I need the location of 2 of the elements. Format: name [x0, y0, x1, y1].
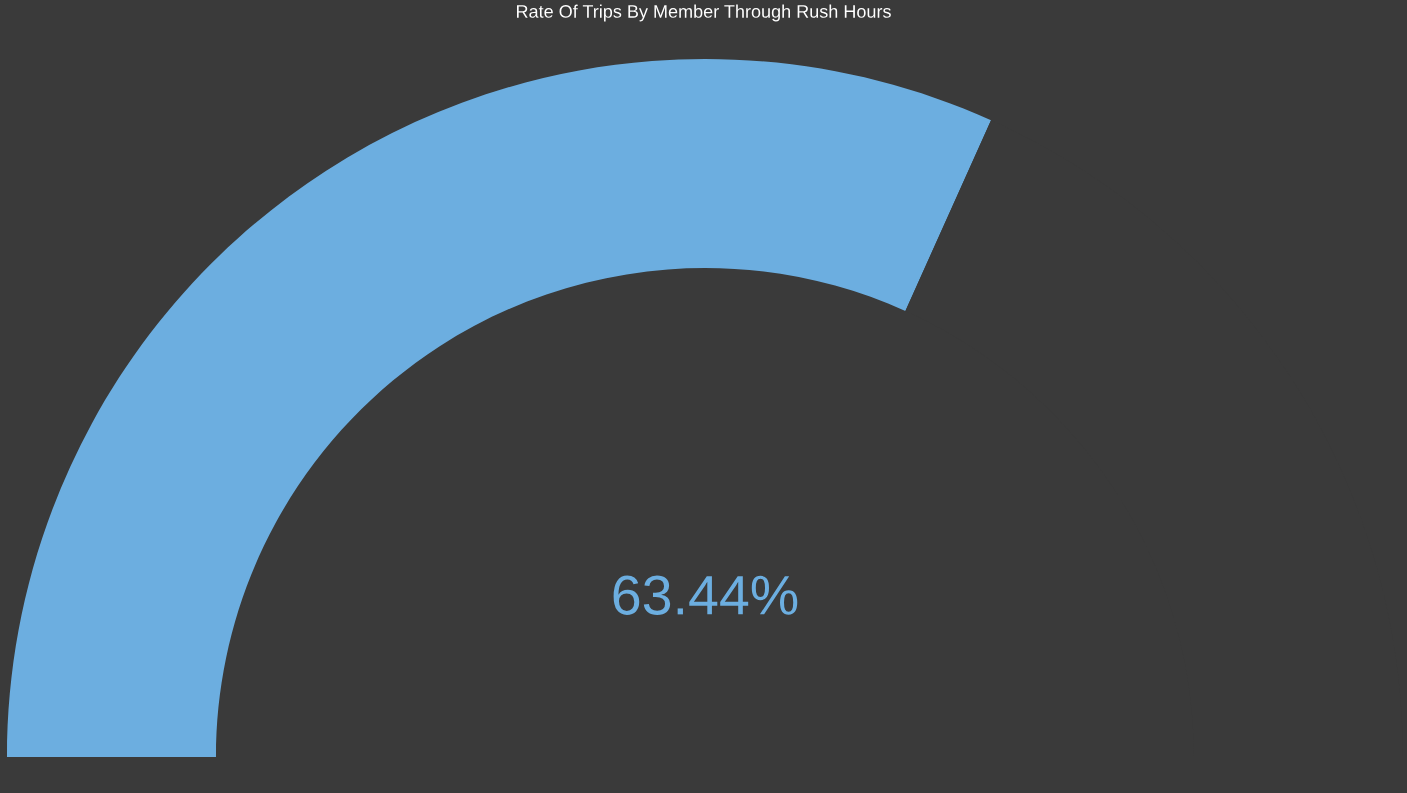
- chart-title: Rate Of Trips By Member Through Rush Hours: [517, 4, 891, 22]
- data-label: 63.44%: [613, 575, 798, 615]
